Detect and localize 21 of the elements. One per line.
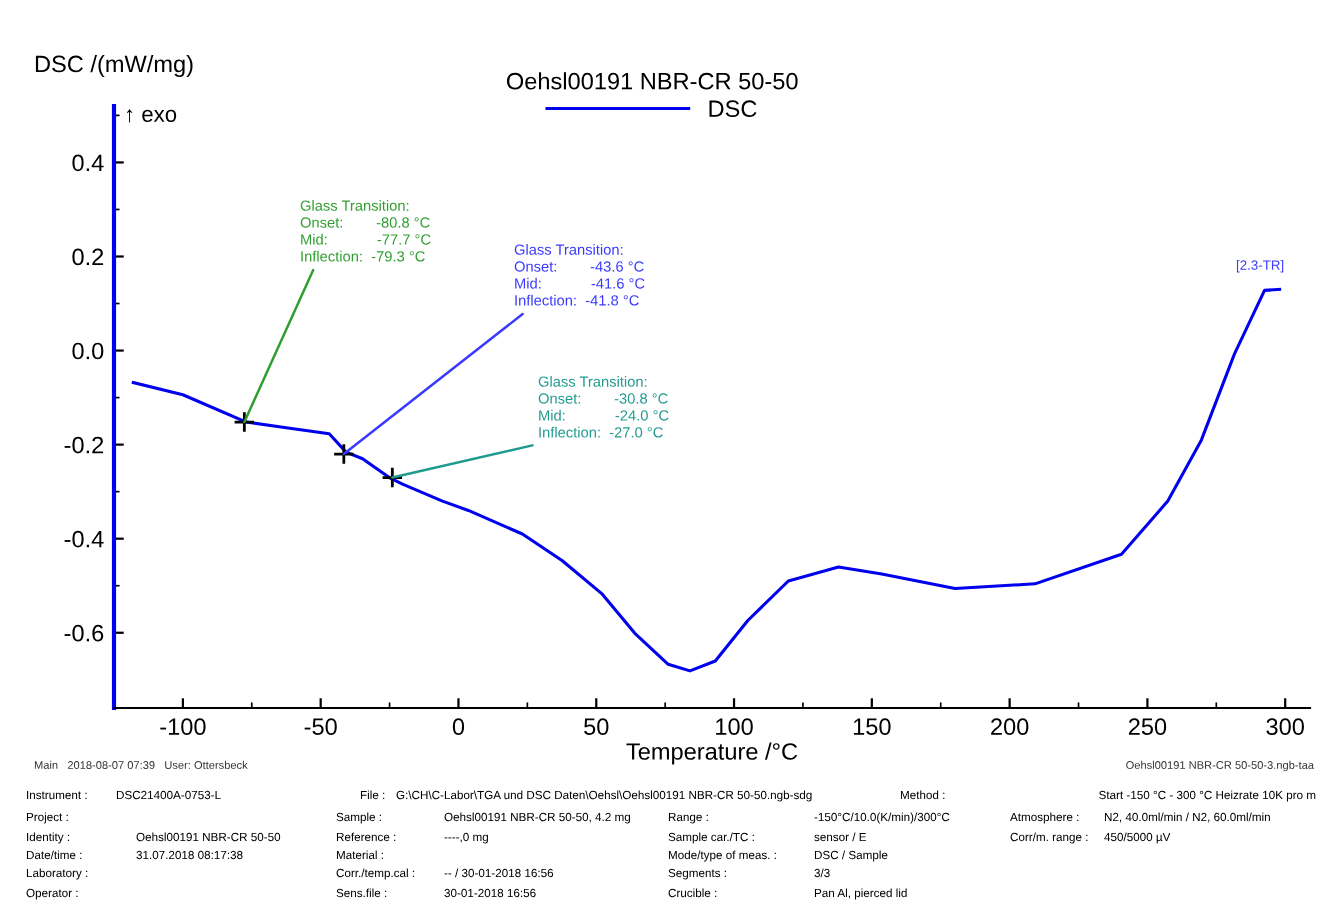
y-tick-label: -0.6 — [64, 624, 104, 642]
annotation: ↑ exo — [126, 109, 177, 123]
y-tick-label: 0.4 — [72, 154, 104, 172]
x-tick-label: 50 — [584, 718, 609, 736]
text: DSC — [709, 100, 757, 118]
y-axis-title: DSC /(mW/mg) — [35, 55, 193, 77]
x-tick-label: -100 — [160, 718, 206, 736]
x-axis-title: Temperature /°C — [626, 742, 798, 765]
y-tick-label: 0.0 — [72, 342, 104, 360]
x-tick-label: -50 — [304, 718, 337, 736]
x-tick-label: 150 — [853, 718, 891, 736]
x-tick-label: 100 — [716, 718, 753, 736]
x-tick-label: 200 — [991, 718, 1029, 736]
x-tick-label: 300 — [1266, 718, 1304, 736]
x-tick-label: 0 — [452, 718, 465, 736]
y-tick-label: -0.4 — [64, 530, 104, 548]
line-series — [131, 287, 1282, 673]
chart-title: Oehsl00191 NBR-CR 50-50 — [507, 72, 798, 90]
x-tick-label: 250 — [1128, 718, 1167, 736]
y-tick-label: -0.2 — [64, 436, 104, 454]
y-tick-label: 0.2 — [72, 248, 104, 266]
